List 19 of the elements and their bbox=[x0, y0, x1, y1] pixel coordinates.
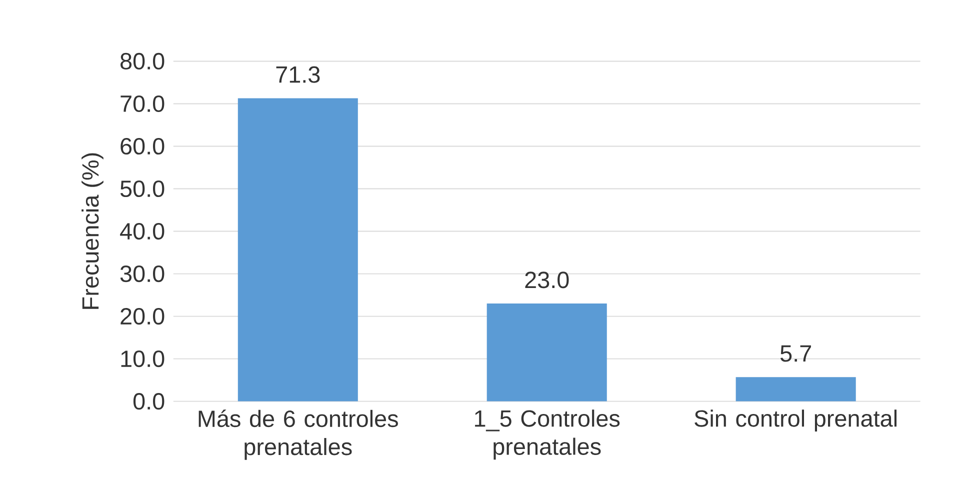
x-tick-label: Sin control prenatal bbox=[694, 410, 896, 432]
y-tick-label: 60.0 bbox=[120, 138, 164, 155]
data-label: 5.7 bbox=[780, 345, 811, 362]
y-tick-label: 40.0 bbox=[120, 222, 164, 240]
y-tick-label: 0.0 bbox=[133, 393, 164, 410]
bar bbox=[736, 377, 856, 402]
data-label: 71.3 bbox=[276, 66, 320, 83]
y-tick-label: 10.0 bbox=[121, 350, 164, 368]
bar bbox=[486, 304, 607, 402]
bar bbox=[238, 98, 358, 402]
x-tick-label: 1_5 Controles prenatales bbox=[475, 410, 620, 460]
data-label: 23.0 bbox=[525, 272, 569, 288]
y-tick-label: 50.0 bbox=[120, 180, 164, 198]
y-tick-label: 70.0 bbox=[120, 95, 164, 112]
y-axis-title: Frecuencia (%) bbox=[82, 153, 104, 309]
y-tick-label: 30.0 bbox=[120, 265, 164, 282]
x-tick-label: Más de 6 controles prenatales bbox=[198, 410, 398, 460]
y-tick-label: 80.0 bbox=[120, 52, 164, 70]
y-tick-label: 20.0 bbox=[120, 308, 164, 325]
